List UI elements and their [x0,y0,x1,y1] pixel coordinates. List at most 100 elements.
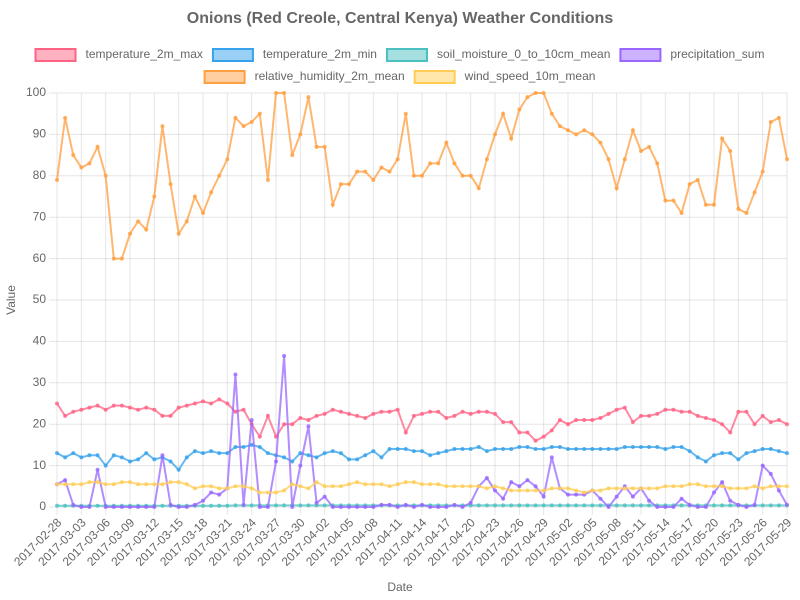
data-point [736,457,741,462]
data-point [598,488,603,493]
data-point [306,424,311,429]
data-point [233,372,238,377]
data-point [201,399,205,404]
data-point [663,198,668,203]
data-point [403,111,408,116]
data-point [525,430,530,435]
data-point [395,447,400,452]
data-point [330,202,335,207]
data-point [703,484,708,489]
data-point [647,486,652,491]
data-point [160,453,165,458]
data-point [363,505,368,509]
y-tick-label: 70 [33,209,47,223]
data-point [687,182,692,187]
data-point [436,409,441,414]
data-point [241,407,246,412]
data-point [622,444,627,449]
data-point [274,91,278,95]
data-point [411,413,416,418]
data-point [79,165,84,170]
legend-item: soil_moisture_0_to_10cm_mean [385,47,610,62]
data-point [298,415,303,420]
data-point [265,451,270,456]
data-point [671,198,676,203]
data-point [679,211,684,216]
data-point [630,420,635,425]
data-point [79,482,84,487]
data-point [630,494,635,499]
data-point [655,444,660,449]
data-point [444,415,449,420]
data-point [152,505,157,509]
data-point [136,219,141,224]
data-point [338,409,343,414]
data-point [403,480,408,485]
y-tick-label: 80 [33,168,47,182]
data-point [695,505,700,509]
data-point [55,401,59,406]
data-point [768,503,773,508]
data-point [476,484,481,489]
data-point [509,503,514,508]
data-point [687,409,692,414]
data-point [176,505,181,509]
data-point [395,482,400,487]
data-point [493,488,497,493]
data-point [712,418,716,423]
data-point [703,202,708,207]
data-point [614,486,619,491]
data-point [249,442,254,447]
data-point [160,482,165,487]
data-point [720,136,725,141]
data-point [71,502,76,507]
data-point [752,422,757,427]
data-point [355,480,360,485]
data-point [606,411,611,416]
data-point [493,132,497,137]
data-point [436,505,441,509]
data-point [411,480,416,485]
data-point [460,484,465,489]
data-point [111,403,116,408]
data-point [566,503,570,508]
data-point [517,444,522,449]
data-point [509,480,514,485]
data-point [598,496,603,501]
data-point [557,124,562,129]
legend-label: soil_moisture_0_to_10cm_mean [437,47,610,61]
data-point [168,502,173,507]
data-point [249,418,254,423]
data-point [728,498,733,503]
data-point [111,505,116,509]
data-point [501,496,506,501]
data-point [768,447,773,452]
data-point [282,503,287,508]
data-point [712,453,716,458]
data-point [322,494,327,499]
data-point [225,157,230,162]
data-point [322,451,327,456]
data-point [582,447,587,452]
data-point [233,484,238,489]
data-point [428,409,433,414]
data-point [428,453,433,458]
y-tick-label: 100 [26,85,46,99]
data-point [71,153,76,158]
data-point [152,194,157,199]
data-point [590,447,595,452]
data-point [468,447,473,452]
legend-label: precipitation_sum [670,47,764,61]
data-point [590,488,595,493]
data-point [160,124,165,129]
legend-label: temperature_2m_min [263,47,377,61]
data-point [217,503,222,508]
data-point [265,177,270,182]
data-point [103,407,108,412]
data-point [476,444,481,449]
data-point [168,413,173,418]
data-point [363,453,368,458]
data-point [630,128,635,133]
data-point [655,161,660,166]
data-point [184,219,189,224]
